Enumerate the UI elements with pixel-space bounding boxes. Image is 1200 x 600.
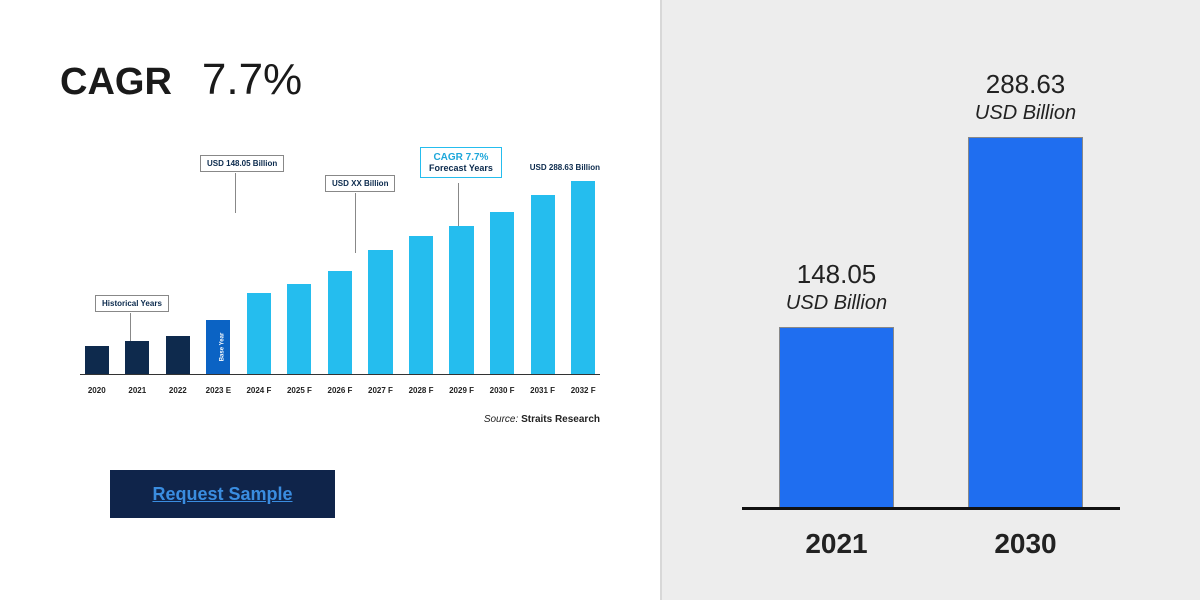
bar-col (283, 284, 317, 374)
request-sample-button[interactable]: Request Sample (110, 470, 335, 518)
bar-col (80, 346, 114, 374)
end-value-label: USD 288.63 Billion (530, 163, 600, 172)
x-tick: 2031 F (526, 386, 560, 395)
bar-fcast (409, 236, 433, 374)
bar-fcast (368, 250, 392, 374)
bar-hist (125, 341, 149, 374)
source-value: Straits Research (521, 414, 600, 425)
bar-col (526, 195, 560, 374)
bar-group: Base Year (80, 181, 600, 375)
bar-col (242, 293, 276, 374)
comparison-bar-col: 288.63USD Billion (946, 69, 1105, 507)
year-label: 2021 (757, 528, 916, 560)
cagr-value: 7.7% (202, 55, 302, 105)
bar-fcast (531, 195, 555, 374)
bar-col (404, 236, 438, 374)
bar-fcast (490, 212, 514, 374)
bar-base: Base Year (206, 320, 230, 374)
bar-value-label: 148.05 (797, 259, 877, 290)
bar-col (364, 250, 398, 374)
x-tick: 2026 F (323, 386, 357, 395)
source-attribution: Source: Straits Research (484, 414, 600, 425)
x-tick: 2023 E (202, 386, 236, 395)
source-label: Source: (484, 414, 518, 425)
bar-fcast (287, 284, 311, 374)
bar-col (566, 181, 600, 374)
x-tick: 2025 F (283, 386, 317, 395)
right-panel: 148.05USD Billion288.63USD Billion 20212… (660, 0, 1200, 600)
x-tick: 2027 F (364, 386, 398, 395)
bar-fcast (328, 271, 352, 374)
hist-value-callout: USD 148.05 Billion (200, 155, 284, 172)
bar-col: Base Year (202, 320, 236, 374)
comparison-bar (779, 327, 893, 507)
x-tick: 2029 F (445, 386, 479, 395)
x-axis: 2020 2021 2022 2023 E 2024 F 2025 F 2026 F 2027… (80, 386, 600, 395)
bar-fcast (449, 226, 473, 374)
bar-col (323, 271, 357, 374)
x-axis: 2021 2030 (742, 528, 1120, 560)
x-tick: 2021 (121, 386, 155, 395)
left-panel: CAGR 7.7% USD 148.05 Billion USD XX Bill… (0, 0, 660, 600)
bar-hist (85, 346, 109, 374)
forecast-bar-chart: USD 148.05 Billion USD XX Billion CAGR 7… (80, 145, 600, 405)
bar-fcast (571, 181, 595, 374)
x-tick: 2032 F (566, 386, 600, 395)
bar-unit-label: USD Billion (975, 102, 1076, 125)
year-label: 2030 (946, 528, 1105, 560)
bar-group: 148.05USD Billion288.63USD Billion (742, 20, 1120, 510)
cagr-forecast-box: CAGR 7.7% Forecast Years (420, 147, 502, 178)
cagr-box-line1: CAGR 7.7% (429, 152, 493, 163)
cagr-label: CAGR (60, 61, 172, 104)
x-tick: 2024 F (242, 386, 276, 395)
base-year-label: Base Year (220, 333, 226, 362)
x-tick: 2022 (161, 386, 195, 395)
bar-col (485, 212, 519, 374)
x-tick: 2030 F (485, 386, 519, 395)
bar-col (161, 336, 195, 374)
cagr-box-line2: Forecast Years (429, 163, 493, 173)
bar-unit-label: USD Billion (786, 292, 887, 315)
comparison-bar-col: 148.05USD Billion (757, 259, 916, 507)
x-tick: 2020 (80, 386, 114, 395)
bar-hist (166, 336, 190, 374)
bar-col (445, 226, 479, 374)
request-sample-label: Request Sample (152, 484, 292, 505)
cagr-heading: CAGR 7.7% (60, 55, 302, 105)
comparison-bar-chart: 148.05USD Billion288.63USD Billion 20212… (742, 20, 1120, 570)
bar-col (121, 341, 155, 374)
bar-value-label: 288.63 (986, 69, 1066, 100)
x-tick: 2028 F (404, 386, 438, 395)
comparison-bar (968, 137, 1082, 507)
bar-fcast (247, 293, 271, 374)
